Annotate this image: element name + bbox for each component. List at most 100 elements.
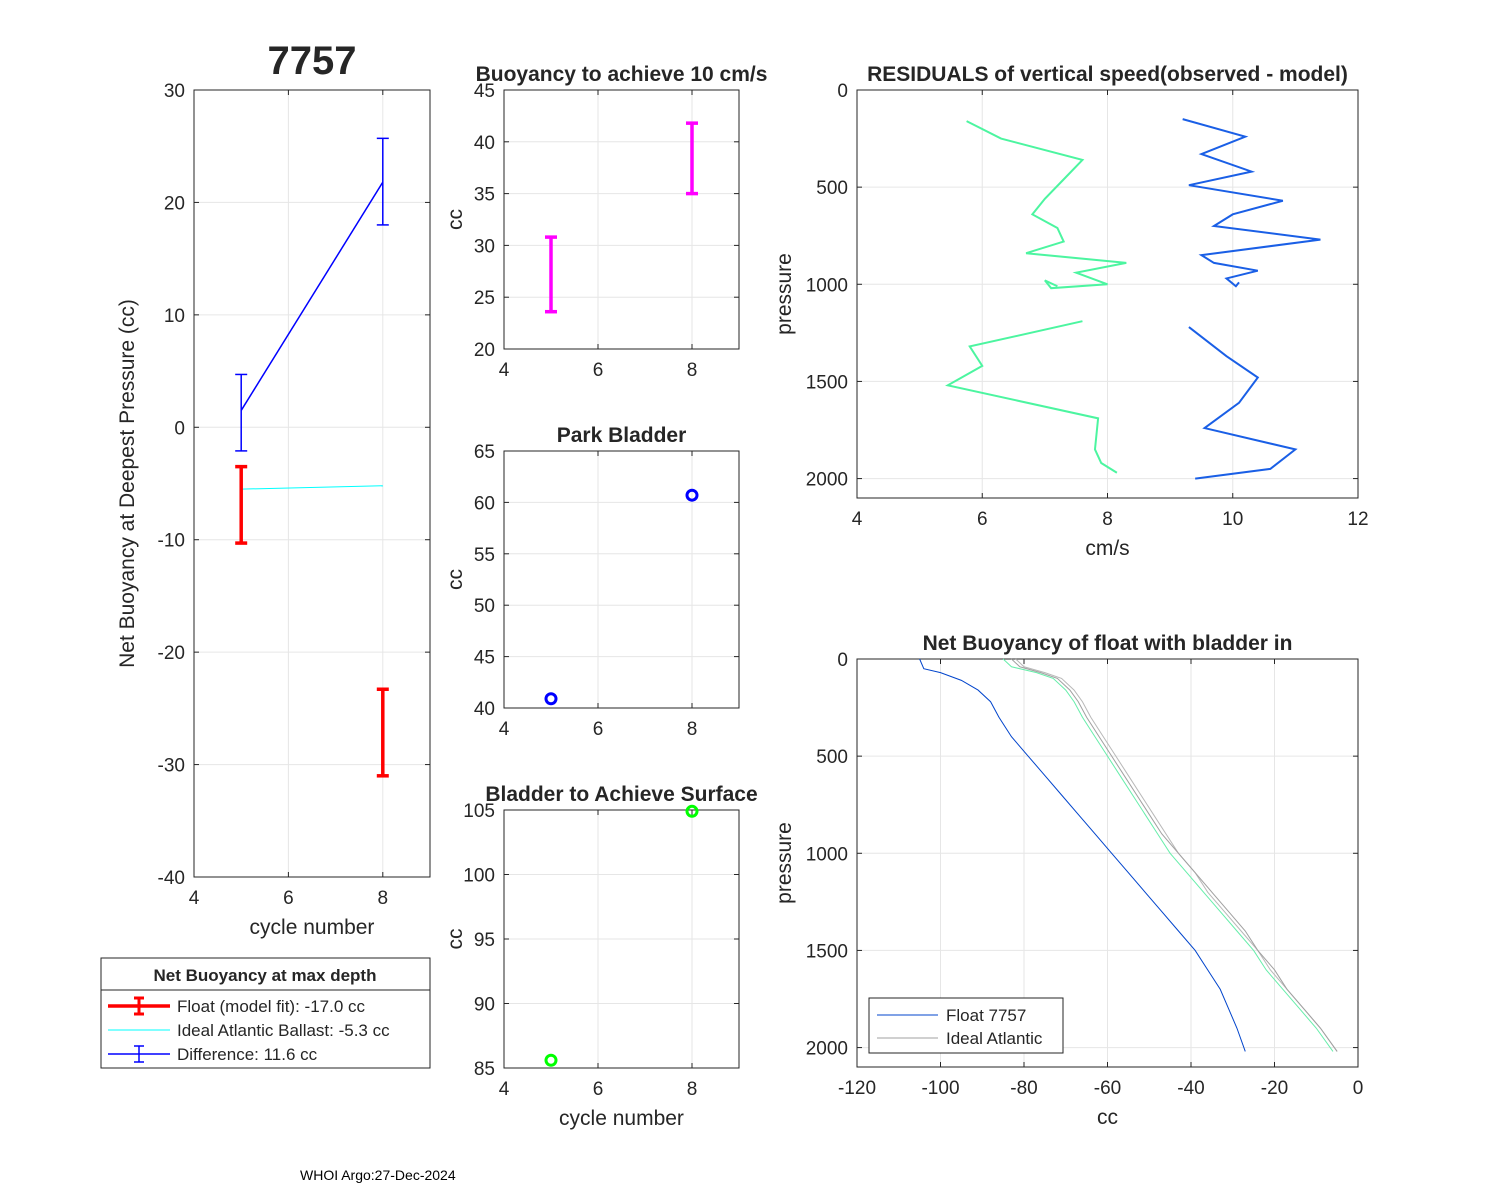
y-tick-label: 2000	[806, 1039, 848, 1060]
chart-title: Park Bladder	[557, 424, 687, 447]
legend-title: Net Buoyancy at max depth	[154, 966, 377, 985]
x-tick-label: 6	[593, 360, 604, 381]
y-tick-label: 35	[474, 185, 495, 206]
x-tick-label: -60	[1094, 1078, 1121, 1099]
y-tick-label: 10	[164, 306, 185, 327]
y-axis-label: pressure	[773, 253, 796, 335]
axes-box	[503, 89, 740, 350]
legend-entry: Float (model fit): -17.0 cc	[177, 997, 366, 1016]
x-tick-label: 6	[593, 719, 604, 740]
axes-net_buoyancy_deepest: 4 6 8 30 20 10 0 -10 -20 -30 -40 7757 cycle number Ne…	[100, 39, 431, 1069]
y-axis-label: cc	[444, 929, 467, 950]
chart-title: Bladder to Achieve Surface	[485, 783, 757, 806]
y-tick-label: 30	[474, 236, 495, 257]
data-point	[544, 1053, 558, 1067]
y-tick-label: 0	[837, 81, 848, 102]
y-tick-label: 40	[474, 699, 495, 720]
y-tick-label: 0	[837, 650, 848, 671]
residual-line	[1182, 118, 1321, 288]
profile-line	[1015, 658, 1338, 1052]
y-tick-label: 30	[164, 81, 185, 102]
x-axis-label: cc	[1097, 1106, 1118, 1129]
ideal-ballast-line	[241, 485, 383, 490]
y-tick-label: 40	[474, 133, 495, 154]
footer-text: WHOI Argo:27-Dec-2024	[300, 1167, 456, 1183]
x-tick-label: 6	[977, 509, 988, 530]
x-tick-label: -80	[1010, 1078, 1037, 1099]
axes-net_buoyancy_profile: -120 -100 -80 -60 -40 -20 0 0 500 1000 1500 2000 Net…	[773, 632, 1363, 1129]
y-tick-label: 55	[474, 545, 495, 566]
y-tick-label: 45	[474, 648, 495, 669]
residual-line	[1188, 326, 1298, 480]
chart-title: 7757	[268, 39, 357, 83]
y-tick-label: 100	[463, 866, 495, 887]
chart-title: Net Buoyancy of float with bladder in	[923, 632, 1293, 655]
legend-entry: Ideal Atlantic Ballast: -5.3 cc	[177, 1021, 390, 1040]
residual-line	[966, 120, 1127, 290]
y-tick-label: 0	[174, 418, 185, 439]
x-tick-label: 8	[687, 719, 698, 740]
axes-residuals: 4 6 8 10 12 0 500 1000 1500 2000 RESIDUALS of vert…	[773, 63, 1369, 560]
y-tick-label: 1500	[806, 372, 848, 393]
y-tick-label: 105	[463, 801, 495, 822]
axes-bladder_surface: 4 6 8 105 100 95 90 85 Bladder to Achieve Surfac…	[444, 783, 758, 1130]
legend-entry: Float 7757	[946, 1006, 1026, 1025]
residual-line	[945, 320, 1118, 474]
data-point	[685, 488, 699, 502]
y-tick-label: 1500	[806, 941, 848, 962]
legend: Net Buoyancy at max depth Float (model fi…	[100, 957, 431, 1069]
profile-line	[919, 658, 1246, 1052]
y-tick-label: 2000	[806, 470, 848, 491]
y-tick-label: 1000	[806, 844, 848, 865]
legend-box	[100, 957, 431, 1069]
x-tick-label: 12	[1347, 509, 1368, 530]
y-tick-label: 20	[164, 193, 185, 214]
x-tick-label: -120	[838, 1078, 876, 1099]
y-tick-label: 25	[474, 288, 495, 309]
y-tick-label: 85	[474, 1059, 495, 1080]
data-point	[544, 692, 558, 706]
x-tick-label: 4	[852, 509, 863, 530]
y-tick-label: -10	[158, 531, 185, 552]
x-tick-label: -20	[1261, 1078, 1288, 1099]
y-tick-label: 50	[474, 596, 495, 617]
axes-park_bladder: 4 6 8 65 60 55 50 45 40 Park Bladder cc	[444, 424, 740, 740]
legend-entry: Ideal Atlantic	[946, 1029, 1043, 1048]
x-tick-label: 6	[593, 1079, 604, 1100]
x-tick-label: 8	[687, 1079, 698, 1100]
y-tick-label: 65	[474, 442, 495, 463]
y-tick-label: -20	[158, 643, 185, 664]
x-tick-label: 8	[687, 360, 698, 381]
legend-box	[868, 997, 1064, 1054]
x-axis-label: cycle number	[250, 916, 375, 939]
x-tick-label: 8	[378, 888, 389, 909]
y-tick-label: 60	[474, 493, 495, 514]
y-tick-label: -40	[158, 868, 185, 889]
y-axis-label: Net Buoyancy at Deepest Pressure (cc)	[116, 299, 139, 668]
profile-line	[1011, 658, 1338, 1052]
y-tick-label: 500	[816, 178, 848, 199]
y-tick-label: 20	[474, 340, 495, 361]
profile-line	[1002, 658, 1334, 1052]
axes-box	[503, 450, 740, 709]
x-axis-label: cm/s	[1085, 537, 1129, 560]
x-tick-label: 4	[189, 888, 200, 909]
chart-title: Buoyancy to achieve 10 cm/s	[476, 63, 768, 86]
legend: Float 7757 Ideal Atlantic	[868, 997, 1064, 1054]
y-tick-label: 1000	[806, 275, 848, 296]
legend-entry: Difference: 11.6 cc	[177, 1045, 318, 1064]
x-tick-label: 4	[499, 719, 510, 740]
y-tick-label: 90	[474, 995, 495, 1016]
x-tick-label: -100	[921, 1078, 959, 1099]
x-tick-label: 10	[1222, 509, 1243, 530]
chart-title: RESIDUALS of vertical speed(observed - m…	[867, 63, 1348, 86]
data-point	[685, 804, 699, 818]
x-tick-label: 4	[499, 360, 510, 381]
y-tick-label: 500	[816, 747, 848, 768]
x-tick-label: 0	[1353, 1078, 1364, 1099]
y-tick-label: -30	[158, 756, 185, 777]
y-axis-label: pressure	[773, 822, 796, 904]
y-tick-label: 95	[474, 930, 495, 951]
x-tick-label: 4	[499, 1079, 510, 1100]
